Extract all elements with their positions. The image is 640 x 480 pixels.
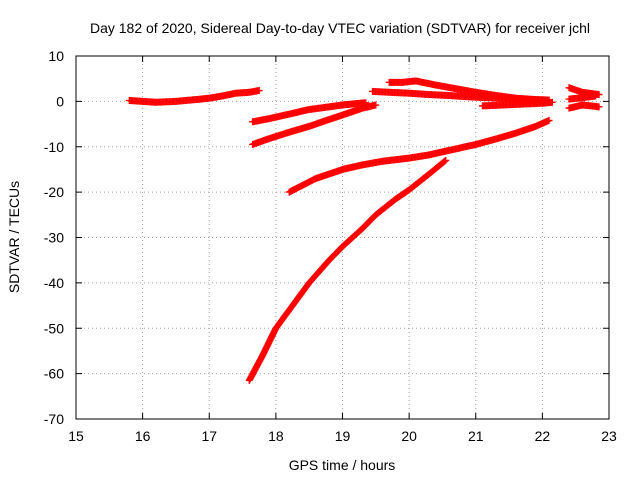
data-points [125, 77, 603, 384]
y-tick-label: 0 [56, 93, 64, 109]
data-point [441, 157, 449, 165]
y-tick-label: -10 [44, 139, 64, 155]
series-arc [249, 99, 370, 126]
data-point [442, 156, 450, 164]
series-arc [285, 116, 553, 196]
series-arc [385, 77, 553, 104]
chart-title: Day 182 of 2020, Sidereal Day-to-day VTE… [90, 20, 590, 36]
y-axis-label: SDTVAR / TECUs [6, 181, 22, 293]
y-tick-label: -20 [44, 184, 64, 200]
x-tick-label: 16 [135, 428, 151, 444]
series-arc [565, 92, 600, 103]
x-tick-label: 21 [468, 428, 484, 444]
series-arc [125, 86, 263, 106]
y-tick-label: -50 [44, 320, 64, 336]
data-point [255, 86, 263, 94]
data-point [372, 101, 380, 109]
grid [76, 56, 609, 419]
x-tick-label: 23 [601, 428, 617, 444]
series-arc [565, 101, 603, 112]
series-arc [249, 101, 380, 148]
x-tick-label: 22 [535, 428, 551, 444]
data-point [595, 103, 603, 111]
x-tick-label: 17 [201, 428, 217, 444]
y-tick-label: -60 [44, 366, 64, 382]
y-tick-label: -40 [44, 275, 64, 291]
y-tick-label: 10 [48, 48, 64, 64]
plot-frame [75, 55, 610, 420]
x-tick-label: 19 [335, 428, 351, 444]
series-arc [478, 98, 556, 110]
data-point [548, 98, 556, 106]
x-tick-label: 15 [68, 428, 84, 444]
x-axis-label: GPS time / hours [289, 457, 396, 473]
y-tick-label: -30 [44, 230, 64, 246]
x-tick-label: 18 [268, 428, 284, 444]
data-point [545, 116, 553, 124]
y-tick-label: -70 [44, 411, 64, 427]
tick-labels: 15 16 17 18 19 20 21 22 23 10 0 -10 -20 -30 -40 -50 -60 -… [44, 48, 617, 444]
series-arc [245, 156, 450, 384]
data-point [592, 92, 600, 100]
data-point [595, 91, 603, 99]
x-tick-label: 20 [401, 428, 417, 444]
